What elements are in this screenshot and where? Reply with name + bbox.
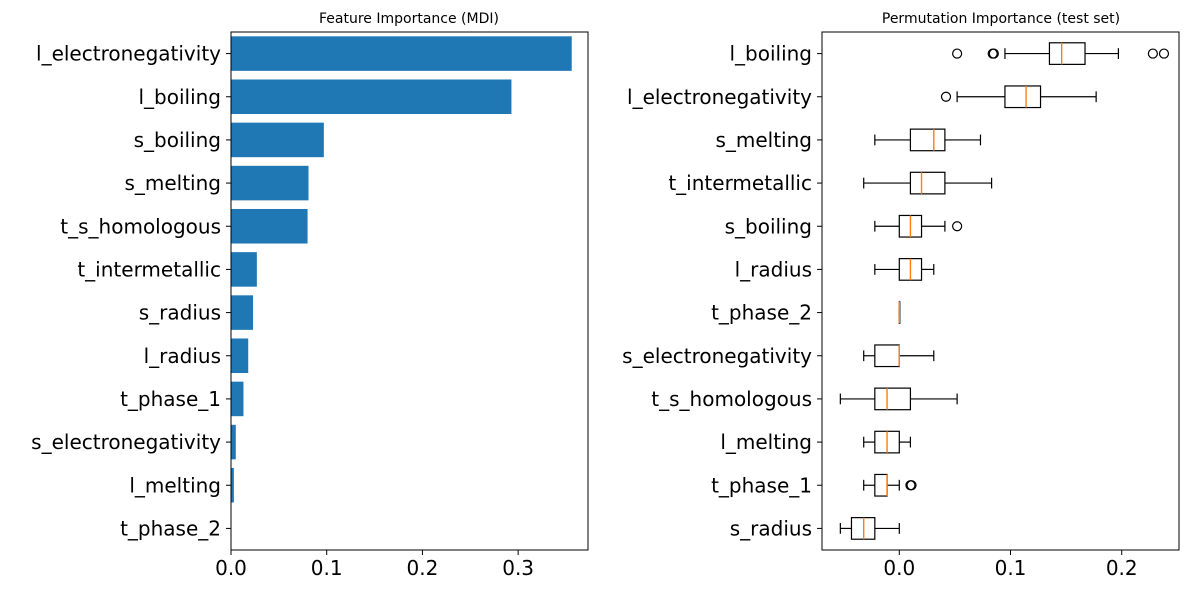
box-s-radius <box>839 517 900 540</box>
mdi-label-l-melting: l_melting <box>129 473 221 497</box>
outlier-l-electronegativity-0 <box>940 91 952 102</box>
box-s-electronegativity <box>863 344 935 368</box>
perm-x-tick-label-1: 0.1 <box>995 556 1027 580</box>
mdi-x-tick-label-1: 0.1 <box>311 556 343 580</box>
mdi-label-t-s-homologous: t_s_homologous <box>60 214 221 238</box>
mdi-label-s-melting: s_melting <box>124 171 221 195</box>
mdi-bar-l-radius <box>231 338 249 374</box>
mdi-bar-s-electronegativity <box>231 424 236 460</box>
mdi-label-s-radius: s_radius <box>139 301 221 325</box>
mdi-bar-l-melting <box>231 467 234 503</box>
permutation-chart-title: Permutation Importance (test set) <box>882 11 1120 27</box>
mdi-x-tick-label-2: 0.2 <box>407 556 439 580</box>
mdi-label-t-phase-1: t_phase_1 <box>120 387 221 411</box>
mdi-x-tick-label-3: 0.3 <box>502 556 534 580</box>
mdi-bar-s-melting <box>231 165 309 201</box>
box-s-boiling <box>874 214 963 238</box>
box-t-intermetallic <box>863 171 993 195</box>
mdi-label-s-electronegativity: s_electronegativity <box>31 430 221 454</box>
mdi-bar-l-boiling <box>231 79 512 115</box>
iqr-box-s-melting <box>909 128 946 152</box>
outlier-l-boiling-3 <box>1147 48 1158 59</box>
outlier-l-boiling-2 <box>988 48 999 59</box>
iqr-box-s-electronegativity <box>874 344 900 368</box>
mdi-panel: Feature Importance (MDI) l_electronegati… <box>31 11 589 580</box>
perm-label-s-electronegativity: s_electronegativity <box>622 344 812 368</box>
perm-label-s-boiling: s_boiling <box>725 214 812 238</box>
mdi-label-t-intermetallic: t_intermetallic <box>77 257 221 281</box>
iqr-box-t-intermetallic <box>909 171 946 195</box>
mdi-label-t-phase-2: t_phase_2 <box>120 516 221 540</box>
box-t-phase-2 <box>898 301 901 324</box>
perm-label-t-s-homologous: t_s_homologous <box>651 387 812 411</box>
perm-label-t-intermetallic: t_intermetallic <box>668 171 812 195</box>
iqr-box-t-s-homologous <box>874 387 912 411</box>
box-t-s-homologous <box>839 387 958 411</box>
perm-label-s-radius: s_radius <box>730 516 812 540</box>
outlier-l-boiling-0 <box>952 48 963 59</box>
box-l-boiling <box>952 42 1170 65</box>
iqr-box-l-electronegativity <box>1004 85 1042 109</box>
permutation-plot-frame <box>821 31 1180 551</box>
perm-label-t-phase-2: t_phase_2 <box>711 301 812 325</box>
perm-label-l-electronegativity: l_electronegativity <box>627 85 812 109</box>
perm-label-t-phase-1: t_phase_1 <box>711 473 812 497</box>
mdi-label-s-boiling: s_boiling <box>134 128 221 152</box>
permutation-boxes <box>839 42 1170 540</box>
mdi-label-l-radius: l_radius <box>144 344 221 368</box>
outlier-t-phase-1-1 <box>906 480 917 491</box>
outlier-s-boiling-0 <box>952 221 963 232</box>
mdi-bar-s-radius <box>231 295 254 330</box>
mdi-bar-t-intermetallic <box>231 252 257 287</box>
perm-label-l-radius: l_radius <box>735 257 812 281</box>
mdi-y-tick-labels: l_electronegativity l_boiling s_boiling s_m… <box>31 42 231 540</box>
box-l-radius <box>874 258 935 281</box>
mdi-chart-title: Feature Importance (MDI) <box>319 11 499 27</box>
perm-label-s-melting: s_melting <box>715 128 812 152</box>
mdi-x-ticks: 0.0 0.1 0.2 0.3 <box>215 550 534 580</box>
perm-label-l-boiling: l_boiling <box>729 42 812 66</box>
perm-label-l-melting: l_melting <box>720 430 812 454</box>
perm-x-tick-label-2: 0.2 <box>1106 556 1138 580</box>
iqr-box-t-phase-1 <box>874 473 888 497</box>
box-t-phase-1 <box>863 473 917 497</box>
mdi-x-tick-label-0: 0.0 <box>215 556 247 580</box>
mdi-label-l-electronegativity: l_electronegativity <box>36 42 221 66</box>
mdi-label-l-boiling: l_boiling <box>138 85 221 109</box>
mdi-bar-t-s-homologous <box>231 208 308 244</box>
perm-x-tick-label-0: 0.0 <box>883 556 915 580</box>
mdi-bars <box>231 36 572 503</box>
box-s-melting <box>874 128 982 152</box>
permutation-panel: Permutation Importance (test set) l_boil… <box>622 11 1180 580</box>
mdi-bar-s-boiling <box>231 122 324 158</box>
permutation-x-ticks: 0.0 0.1 0.2 <box>883 550 1138 580</box>
box-l-melting <box>863 430 912 454</box>
mdi-bar-l-electronegativity <box>231 36 572 71</box>
iqr-box-l-boiling <box>1048 42 1086 65</box>
mdi-bar-t-phase-1 <box>231 381 244 417</box>
box-l-electronegativity <box>940 85 1097 109</box>
permutation-y-tick-labels: l_boiling l_electronegativity s_melting t_i… <box>622 42 822 540</box>
mdi-plot-frame <box>230 31 589 551</box>
outlier-l-boiling-4 <box>1158 48 1170 59</box>
